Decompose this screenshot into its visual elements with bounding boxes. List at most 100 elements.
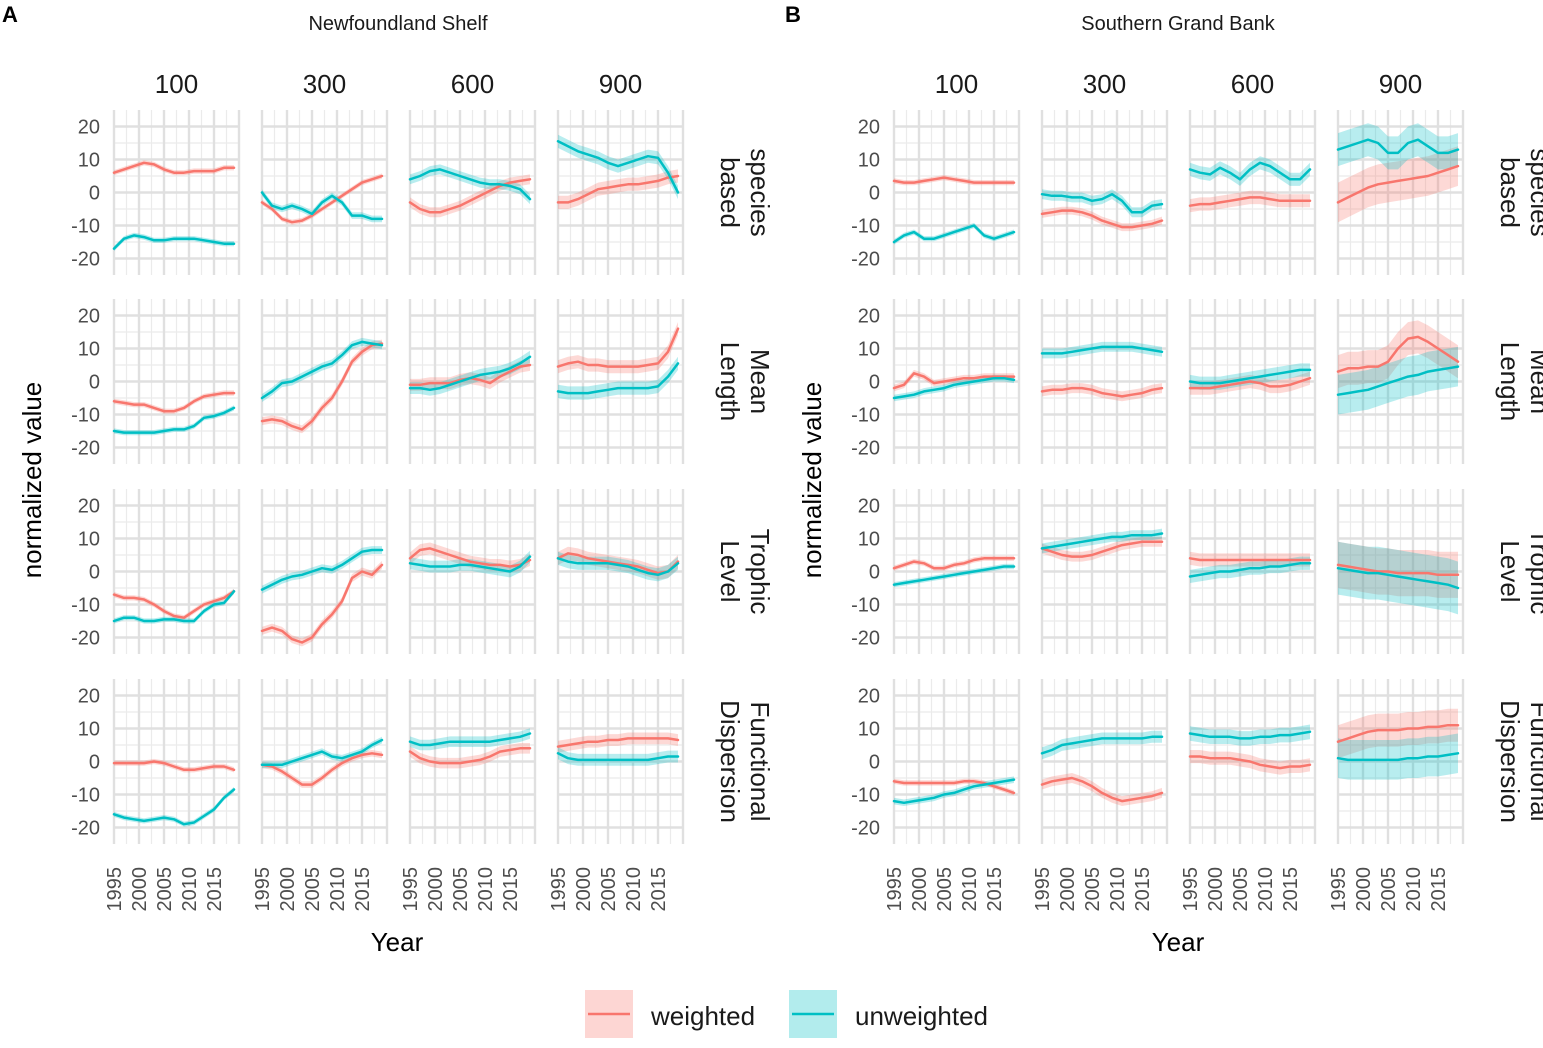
series-line-unweighted: [260, 340, 384, 400]
row-strip-label: TrophicLevel: [1495, 529, 1543, 615]
facet-panel-r4-c4: [556, 679, 685, 844]
ci-ribbon-unweighted: [1190, 724, 1310, 746]
series-line-unweighted: [892, 376, 1016, 400]
x-tick-label: 2005: [934, 867, 956, 912]
series-line-unweighted: [408, 355, 532, 392]
facet-panel-r1-c4: [556, 110, 685, 275]
ci-ribbon-unweighted: [894, 374, 1014, 402]
row-strip-label-line: Trophic: [745, 529, 775, 615]
column-strip-label: 900: [599, 69, 642, 99]
x-tick-label: 2005: [1378, 867, 1400, 912]
column-strip-label: 100: [155, 69, 198, 99]
chart-title-a: Newfoundland Shelf: [308, 13, 487, 35]
series-line-weighted: [1188, 557, 1312, 562]
facet-panel-r3-c1: [112, 489, 241, 654]
series-line-weighted: [556, 174, 680, 204]
figure-a-grid: 100 300 600 900speciesbasedMeanLengthTrophi…: [71, 69, 775, 912]
facet-panel-r3-c4: [556, 489, 685, 654]
series-line-unweighted: [112, 590, 236, 623]
x-tick-label: 1995: [1180, 867, 1202, 912]
ci-ribbon-weighted: [1338, 708, 1458, 759]
facet-panel-r3-c4: [1336, 489, 1465, 654]
x-tick-label: 2015: [500, 867, 522, 912]
legend-item-weighted[interactable]: weighted: [585, 990, 755, 1038]
series-line-weighted: [112, 161, 236, 174]
series-line-weighted: [408, 547, 532, 568]
ci-ribbon-weighted: [1042, 773, 1162, 806]
panel-label-a: A: [2, 2, 18, 27]
row-strip-label: speciesbased: [715, 148, 775, 236]
legend-label-unweighted: unweighted: [855, 1001, 988, 1031]
y-tick-label: 20: [858, 686, 880, 708]
row-strip-label-line: Level: [1495, 540, 1525, 602]
x-tick-label: 1995: [884, 867, 906, 912]
facet-panel-r4-c1: [112, 679, 241, 844]
column-strip-label: 600: [451, 69, 494, 99]
y-tick-label: 0: [869, 752, 880, 774]
ci-ribbon-weighted: [558, 169, 678, 209]
series-line-unweighted: [112, 234, 236, 250]
facet-panel-r4-c3: [408, 679, 537, 844]
y-tick-label: 0: [869, 183, 880, 205]
series-line-weighted: [892, 780, 1016, 795]
series-line-weighted: [1040, 540, 1164, 558]
series-line-weighted: [112, 391, 236, 413]
series-line-unweighted: [556, 752, 680, 762]
y-tick-label: 20: [858, 306, 880, 328]
x-tick-label: 2000: [1205, 867, 1227, 912]
ci-ribbon-unweighted: [1190, 556, 1310, 583]
row-strip-label-line: Dispersion: [1495, 700, 1525, 823]
y-tick-label: -20: [71, 818, 100, 840]
facet-panel-r2-c4: [1336, 299, 1465, 464]
facet-panel-r2-c1: [892, 299, 1021, 464]
y-tick-label: 10: [858, 339, 880, 361]
series-line-weighted: [260, 342, 384, 431]
y-tick-label: 20: [78, 496, 100, 518]
series-line-weighted: [260, 563, 384, 644]
series-line-unweighted: [1188, 368, 1312, 385]
row-strip-label-line: Length: [1495, 342, 1525, 422]
x-tick-label: 2015: [984, 867, 1006, 912]
ci-ribbon-unweighted: [410, 164, 530, 205]
x-tick-label: 2015: [1280, 867, 1302, 912]
figure-b-grid: 100 300 600 900speciesbasedMeanLengthTrophi…: [851, 69, 1543, 912]
x-tick-label: 2005: [598, 867, 620, 912]
ci-ribbon-unweighted: [558, 747, 678, 766]
x-axis-label-a: Year: [371, 927, 424, 957]
x-tick-label: 2005: [1082, 867, 1104, 912]
x-tick-label: 1995: [548, 867, 570, 912]
series-line-weighted: [556, 737, 680, 748]
x-tick-label: 1995: [1328, 867, 1350, 912]
series-line-unweighted: [260, 191, 384, 221]
y-tick-label: -20: [851, 818, 880, 840]
y-tick-label: 10: [858, 719, 880, 741]
y-tick-label: 20: [858, 117, 880, 139]
ci-ribbon-unweighted: [1338, 733, 1458, 780]
series-line-weighted: [892, 176, 1016, 184]
facet-panel-r1-c2: [260, 110, 389, 275]
series-line-weighted: [556, 552, 680, 575]
column-strip-label: 600: [1231, 69, 1274, 99]
facet-panel-r3-c2: [260, 489, 389, 654]
series-line-unweighted: [1188, 730, 1312, 740]
row-strip-label-line: Functional: [745, 702, 775, 822]
series-line-weighted: [408, 178, 532, 214]
series-line-unweighted: [556, 140, 680, 194]
y-tick-label: 20: [78, 306, 100, 328]
series-line-weighted: [892, 557, 1016, 570]
x-tick-label: 2000: [573, 867, 595, 912]
series-line-weighted: [1188, 755, 1312, 770]
x-tick-label: 1995: [252, 867, 274, 912]
x-tick-label: 2010: [1255, 867, 1277, 912]
legend-item-unweighted[interactable]: unweighted: [789, 990, 988, 1038]
column-strip-label: 300: [303, 69, 346, 99]
row-strip-label-line: Level: [715, 540, 745, 602]
series-line-unweighted: [892, 565, 1016, 586]
x-tick-label: 2005: [1230, 867, 1252, 912]
series-line-unweighted: [408, 168, 532, 201]
x-tick-label: 1995: [400, 867, 422, 912]
y-tick-label: 10: [78, 719, 100, 741]
row-strip-label: speciesbased: [1495, 148, 1543, 236]
facet-panel-r2-c3: [408, 299, 537, 464]
series-line-unweighted: [892, 778, 1016, 805]
